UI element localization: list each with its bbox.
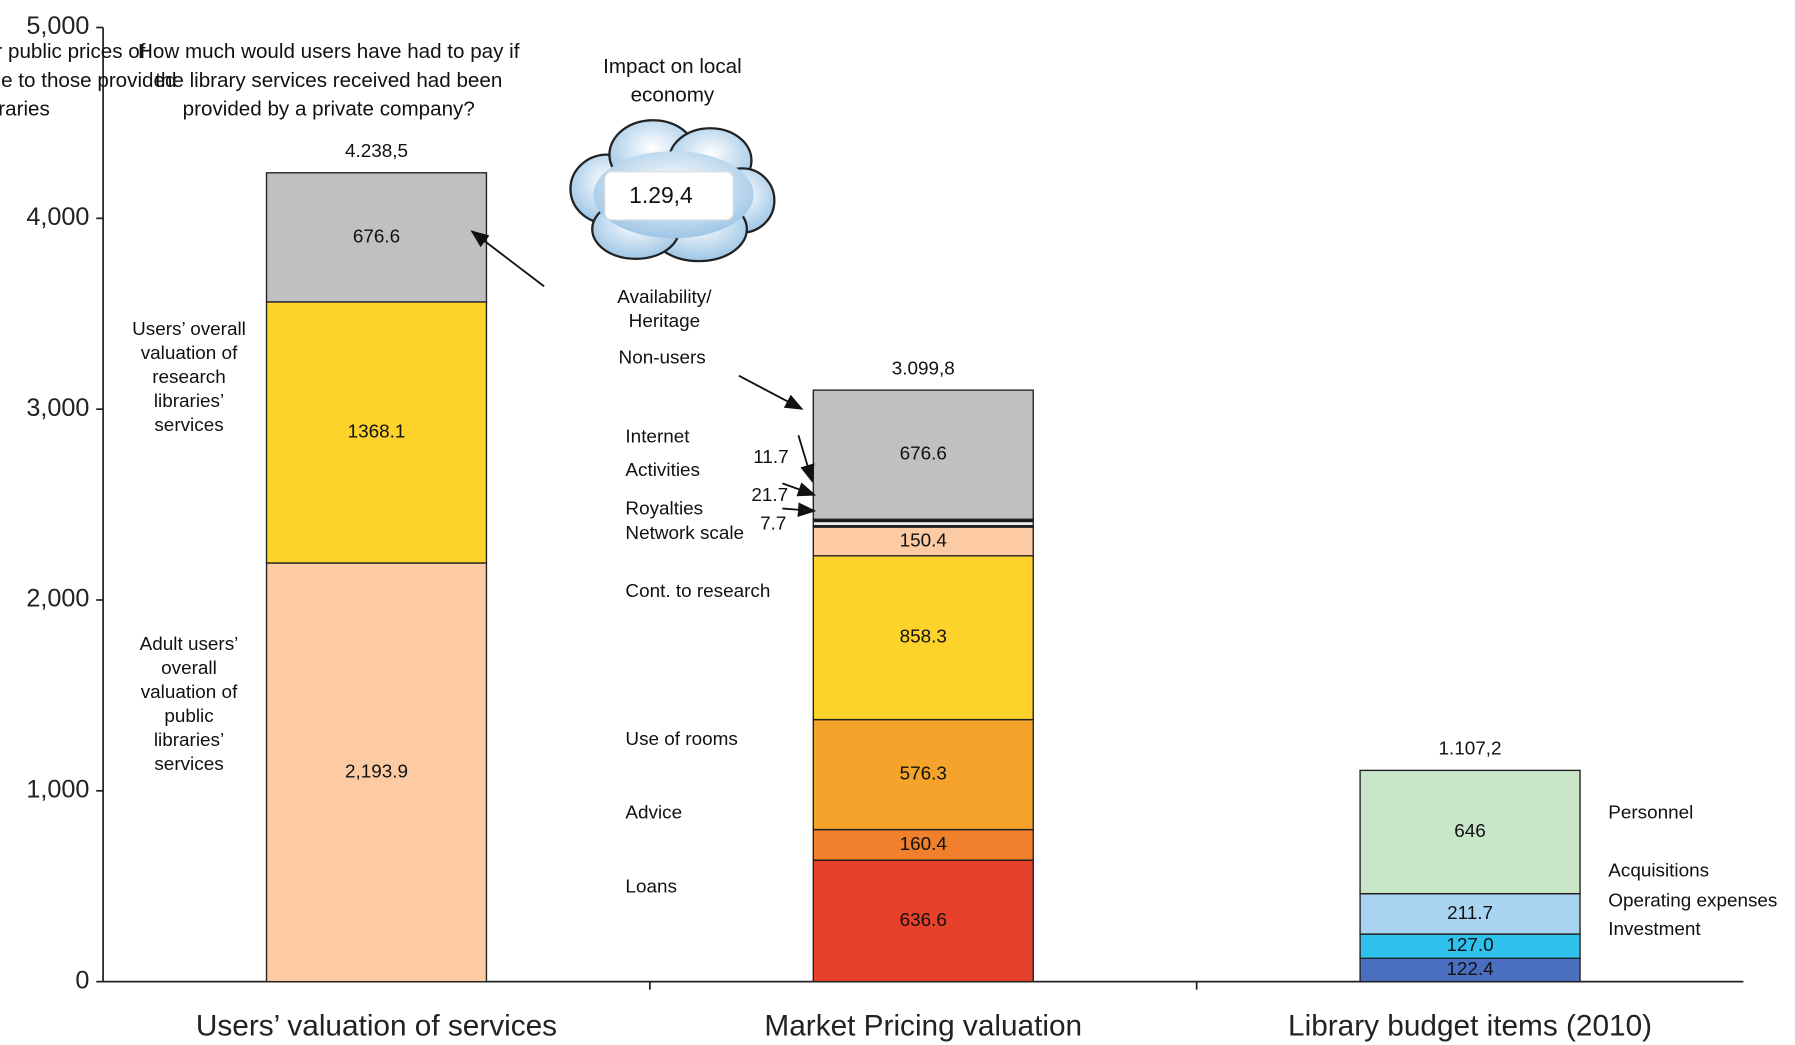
value-label: 7.7 — [760, 514, 786, 535]
value-label: 122.4 — [1446, 959, 1493, 980]
header-text: the library services received had been — [155, 69, 502, 92]
header-text: services comparable to those provided — [0, 69, 176, 92]
y-tick-label: 3,000 — [26, 394, 89, 422]
segment-name: Advice — [625, 802, 682, 823]
value-label: 676.6 — [353, 226, 400, 247]
cloud-box — [604, 171, 734, 221]
segment-name: valuation of — [141, 343, 238, 364]
segment-name: Adult users’ — [140, 634, 239, 655]
value-label: 2,193.9 — [345, 761, 408, 782]
value-label: 211.7 — [1447, 903, 1493, 924]
value-label: 858.3 — [900, 627, 947, 648]
header-text: Market prices or public prices of — [0, 40, 146, 63]
value-label: 160.4 — [900, 834, 947, 855]
bar-segment — [812, 555, 1034, 721]
cloud-value: 1.29,4 — [629, 182, 693, 208]
segment-name: Royalties — [625, 499, 703, 520]
cloud — [569, 119, 776, 263]
cloud-title: economy — [631, 84, 715, 107]
bar-segment — [812, 859, 1034, 983]
header-text: by libraries — [0, 97, 50, 120]
segment-name: services — [154, 754, 223, 775]
segment-name: Internet — [625, 427, 690, 448]
y-tick-label: 0 — [75, 966, 89, 994]
segment-name: Investment — [1608, 919, 1701, 940]
segment-name: Personnel — [1608, 802, 1693, 823]
segment-name: overall — [161, 658, 217, 679]
segment-name: Cont. to research — [625, 581, 770, 602]
segment-name: libraries’ — [154, 391, 224, 412]
segment-name: Acquisitions — [1608, 861, 1709, 882]
y-tick-label: 2,000 — [26, 585, 89, 613]
bar-segment — [265, 301, 488, 564]
value-label: 1368.1 — [348, 421, 406, 442]
header-text: How much would users have had to pay if — [138, 40, 520, 63]
bar-segment — [1359, 769, 1581, 895]
segment-name: Availability/ — [617, 287, 712, 308]
y-tick-label: 5,000 — [26, 12, 89, 40]
total-label: 1.107,2 — [1439, 739, 1502, 760]
cloud-title: Impact on local — [603, 55, 742, 78]
bar-segment — [812, 828, 1034, 861]
header-text: provided by a private company? — [183, 97, 475, 120]
category-label: Library budget items (2010) — [1288, 1009, 1652, 1042]
arrow — [782, 502, 817, 518]
value-label: 676.6 — [900, 444, 947, 465]
segment-name: valuation of — [141, 682, 238, 703]
bar-segment — [1359, 892, 1581, 935]
y-tick-label: 1,000 — [26, 775, 89, 803]
bar-segment — [812, 389, 1034, 520]
arrow — [782, 482, 817, 497]
segment-name: research — [152, 367, 226, 388]
y-tick-label: 4,000 — [26, 203, 89, 231]
segment-name: Operating expenses — [1608, 890, 1777, 911]
segment-name: Heritage — [629, 311, 700, 332]
bar-segment — [265, 562, 488, 983]
value-label: 576.3 — [900, 764, 947, 785]
category-label: Market Pricing valuation — [764, 1009, 1082, 1042]
value-label: 636.6 — [900, 910, 947, 931]
total-label: 3.099,8 — [892, 358, 955, 379]
value-label: 150.4 — [900, 530, 947, 551]
arrow — [797, 435, 815, 483]
total-label: 4.238,5 — [345, 141, 408, 162]
value-label: 21.7 — [751, 485, 788, 506]
segment-name: services — [154, 415, 223, 436]
segment-name: libraries’ — [154, 730, 224, 751]
segment-name: public — [164, 706, 213, 727]
value-label: 646 — [1454, 821, 1486, 842]
value-label: 127.0 — [1446, 935, 1493, 956]
segment-name: Use of rooms — [625, 729, 737, 750]
segment-name: Loans — [625, 877, 676, 898]
bar-segment — [812, 718, 1034, 831]
segment-name: Non-users — [619, 348, 706, 369]
segment-name: Network scale — [625, 523, 744, 544]
arrow — [470, 230, 545, 288]
value-label: 11.7 — [753, 447, 788, 468]
segment-name: Users’ overall — [132, 319, 246, 340]
category-label: Users’ valuation of services — [196, 1009, 557, 1042]
bar-segment — [812, 526, 1034, 557]
segment-name: Activities — [625, 460, 700, 481]
arrow — [738, 374, 804, 410]
